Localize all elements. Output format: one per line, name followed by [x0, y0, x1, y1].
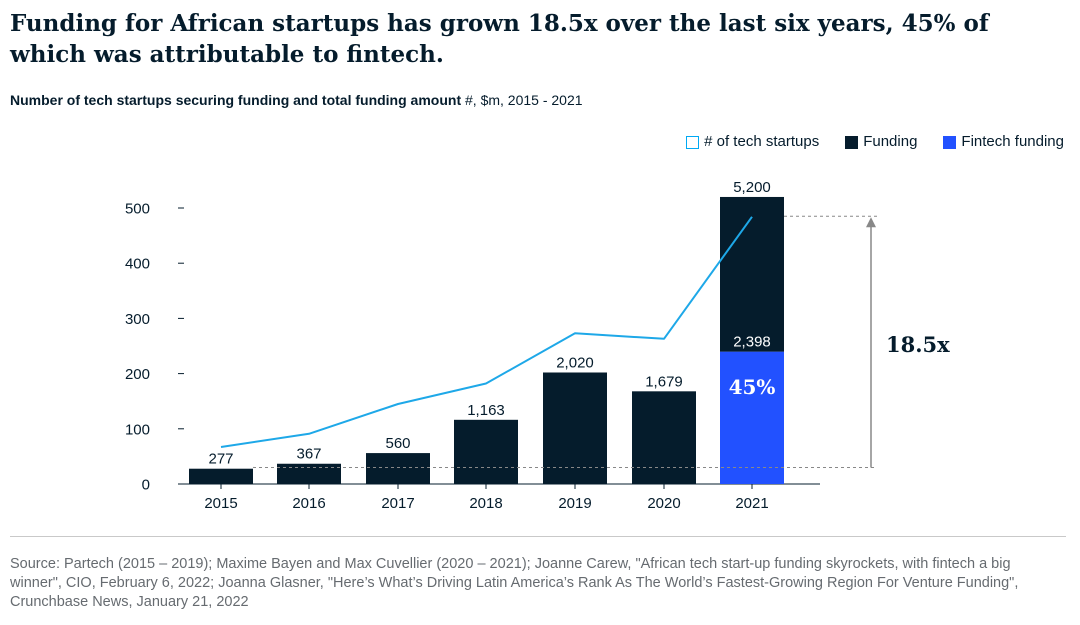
y-tick-label-400: 400	[125, 256, 150, 273]
bar-funding-2018	[454, 419, 518, 484]
legend-item-funding: Funding	[845, 132, 917, 152]
y-tick-label-100: 100	[125, 421, 150, 438]
chart-plot: 0 100 200 300 400 500 277 2015 367 2016 560 2017 1,1…	[125, 179, 950, 512]
bar-label-2016: 367	[296, 446, 321, 463]
bar-funding-2019	[543, 372, 607, 484]
y-tick-label-500: 500	[125, 201, 150, 218]
bar-label-2019: 2,020	[556, 354, 594, 371]
x-tick-label-2019: 2019	[558, 495, 591, 512]
footer-divider	[10, 536, 1066, 537]
legend-item-startups: # of tech startups	[686, 132, 819, 152]
legend-item-fintech: Fintech funding	[943, 132, 1064, 152]
x-tick-label-2021: 2021	[735, 495, 768, 512]
fintech-value-label-2021: 2,398	[733, 334, 771, 351]
y-tick-label-0: 0	[142, 477, 150, 494]
bar-label-2017: 560	[385, 435, 410, 452]
bar-funding-2020	[632, 391, 696, 484]
bar-label-2015: 277	[208, 451, 233, 468]
bar-label-2020: 1,679	[645, 373, 683, 390]
x-tick-label-2018: 2018	[469, 495, 502, 512]
x-tick-label-2017: 2017	[381, 495, 414, 512]
chart-subtitle-bold: Number of tech startups securing funding…	[10, 92, 462, 108]
line-tech-startups	[220, 216, 753, 448]
chart-subtitle-units: #, $m, 2015 - 2021	[461, 92, 583, 108]
bar-label-2021: 5,200	[733, 179, 771, 196]
bar-funding-2017	[366, 453, 430, 484]
source-note: Source: Partech (2015 – 2019); Maxime Ba…	[10, 556, 1019, 610]
legend-swatch-funding	[845, 135, 859, 149]
bar-funding-2021	[720, 196, 784, 352]
legend-label-funding: Funding	[863, 133, 918, 150]
x-tick-label-2016: 2016	[292, 495, 325, 512]
bar-funding-2016	[277, 463, 341, 484]
chart-subtitle: Number of tech startups securing funding…	[10, 91, 583, 109]
chart-legend: # of tech startups Funding Fintech fundi…	[686, 132, 1064, 152]
chart-headline: Funding for African startups has grown 1…	[10, 10, 989, 68]
fintech-share-label-2021: 45%	[729, 375, 776, 399]
legend-swatch-fintech	[943, 135, 957, 149]
bar-fintech-2021	[720, 351, 784, 484]
bar-funding-2015	[189, 468, 253, 484]
annotation-growth-label: 18.5x	[886, 332, 950, 357]
legend-label-startups: # of tech startups	[704, 133, 820, 150]
legend-label-fintech: Fintech funding	[961, 133, 1064, 150]
legend-swatch-startups	[686, 135, 700, 149]
x-tick-label-2015: 2015	[204, 495, 237, 512]
bar-label-2018: 1,163	[467, 402, 505, 419]
x-tick-label-2020: 2020	[647, 495, 680, 512]
y-tick-label-200: 200	[125, 366, 150, 383]
y-tick-label-300: 300	[125, 311, 150, 328]
annotation-arrow-head	[866, 217, 876, 228]
